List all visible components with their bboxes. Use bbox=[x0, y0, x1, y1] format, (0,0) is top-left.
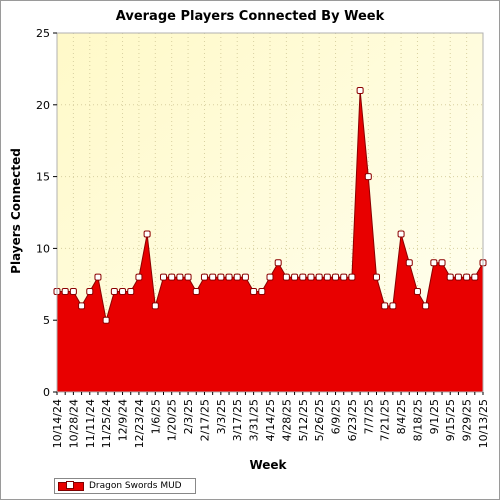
data-point bbox=[446, 273, 454, 281]
x-tick-label: 10/13/25 bbox=[477, 399, 490, 448]
data-point bbox=[438, 259, 446, 267]
x-tick-label: 1/6/25 bbox=[149, 399, 162, 434]
data-point bbox=[282, 273, 290, 281]
data-point bbox=[307, 273, 315, 281]
x-tick-label: 7/21/25 bbox=[379, 399, 392, 441]
x-tick-label: 4/28/25 bbox=[280, 399, 293, 441]
x-tick-label: 2/17/25 bbox=[198, 399, 211, 441]
data-point bbox=[332, 273, 340, 281]
data-point bbox=[389, 302, 397, 310]
data-point bbox=[463, 273, 471, 281]
x-tick-label: 5/12/25 bbox=[297, 399, 310, 441]
data-point bbox=[471, 273, 479, 281]
legend-label: Dragon Swords MUD bbox=[89, 481, 182, 491]
x-tick-label: 10/28/24 bbox=[67, 399, 80, 448]
data-point bbox=[250, 287, 258, 295]
x-tick-label: 1/20/25 bbox=[166, 399, 179, 441]
data-point bbox=[94, 273, 102, 281]
x-axis-label: Week bbox=[249, 458, 287, 472]
y-tick-label: 0 bbox=[43, 386, 50, 399]
x-tick-label: 6/9/25 bbox=[330, 399, 343, 434]
x-tick-labels: 10/14/24 10/28/24 11/11/24 11/25/24 12/9/24 1… bbox=[51, 392, 490, 448]
x-tick-label: 8/18/25 bbox=[411, 399, 424, 441]
data-point bbox=[454, 273, 462, 281]
data-point bbox=[315, 273, 323, 281]
x-tick-label: 5/26/25 bbox=[313, 399, 326, 441]
data-point bbox=[209, 273, 217, 281]
data-point bbox=[143, 230, 151, 238]
series-area-fill bbox=[57, 90, 483, 392]
data-point bbox=[135, 273, 143, 281]
legend: Dragon Swords MUD bbox=[54, 478, 196, 494]
x-tick-label: 2/3/25 bbox=[182, 399, 195, 434]
y-tick-label: 15 bbox=[36, 171, 50, 184]
data-point bbox=[274, 259, 282, 267]
data-point bbox=[151, 302, 159, 310]
y-tick-label: 20 bbox=[36, 99, 50, 112]
data-point bbox=[430, 259, 438, 267]
data-point bbox=[78, 302, 86, 310]
data-point bbox=[233, 273, 241, 281]
x-tick-label: 9/29/25 bbox=[461, 399, 474, 441]
y-tick-label: 5 bbox=[43, 314, 50, 327]
data-point bbox=[291, 273, 299, 281]
data-point bbox=[160, 273, 167, 281]
data-point bbox=[61, 287, 69, 295]
data-point bbox=[323, 273, 331, 281]
data-point bbox=[86, 287, 94, 295]
x-tick-label: 11/11/24 bbox=[84, 399, 97, 448]
data-point bbox=[299, 273, 307, 281]
legend-marker-icon bbox=[66, 481, 74, 489]
x-tick-label: 9/15/25 bbox=[444, 399, 457, 441]
data-point bbox=[241, 273, 249, 281]
data-point bbox=[69, 287, 77, 295]
data-point bbox=[110, 287, 118, 295]
data-point bbox=[266, 273, 274, 281]
data-point bbox=[348, 273, 356, 281]
x-tick-label: 9/1/25 bbox=[428, 399, 441, 434]
x-tick-label: 3/31/25 bbox=[248, 399, 261, 441]
x-tick-label: 7/7/25 bbox=[362, 399, 375, 434]
data-point bbox=[381, 302, 389, 310]
data-point bbox=[413, 287, 421, 295]
y-tick-labels: 0 5 10 15 20 25 bbox=[36, 27, 57, 399]
data-point bbox=[364, 173, 372, 181]
data-point bbox=[373, 273, 380, 281]
x-tick-label: 12/23/24 bbox=[133, 399, 146, 448]
data-point bbox=[127, 287, 135, 295]
y-tick-label: 10 bbox=[36, 242, 50, 255]
chart-title: Average Players Connected By Week bbox=[115, 9, 385, 24]
data-point bbox=[217, 273, 225, 281]
data-point bbox=[184, 273, 192, 281]
y-tick-label: 25 bbox=[36, 27, 50, 40]
data-point bbox=[340, 273, 348, 281]
data-point bbox=[102, 316, 110, 324]
x-tick-label: 12/9/24 bbox=[117, 399, 130, 441]
y-axis-label: Players Connected bbox=[9, 148, 23, 274]
data-point bbox=[168, 273, 176, 281]
x-tick-label: 11/25/24 bbox=[100, 399, 113, 448]
data-point bbox=[119, 287, 127, 295]
data-point bbox=[225, 273, 233, 281]
data-point bbox=[258, 287, 266, 295]
data-point bbox=[176, 273, 184, 281]
x-tick-label: 4/14/25 bbox=[264, 399, 277, 441]
data-point bbox=[397, 230, 405, 238]
x-tick-label: 6/23/25 bbox=[346, 399, 359, 441]
x-tick-label: 3/17/25 bbox=[231, 399, 244, 441]
data-point bbox=[192, 287, 200, 295]
data-point bbox=[405, 259, 413, 267]
data-point bbox=[422, 302, 430, 310]
data-point bbox=[356, 86, 364, 94]
x-tick-label: 10/14/24 bbox=[51, 399, 64, 448]
data-point bbox=[200, 273, 208, 281]
x-tick-label: 8/4/25 bbox=[395, 399, 408, 434]
x-tick-label: 3/3/25 bbox=[215, 399, 228, 434]
